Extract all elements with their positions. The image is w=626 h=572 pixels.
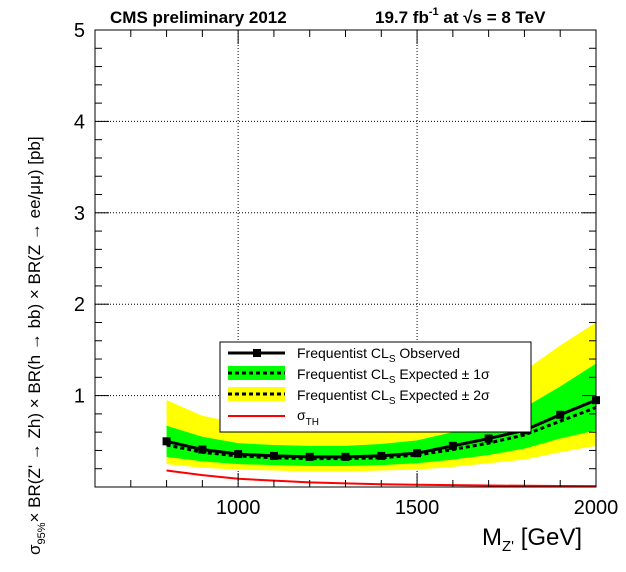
legend-2sigma-tail: Expected ± 2σ: [396, 387, 491, 403]
x-axis-title-main: M: [482, 524, 502, 551]
sqrt-s: √s: [463, 8, 482, 27]
observed-point-1900: [556, 410, 565, 419]
observed-point-1700: [484, 434, 493, 443]
lumi-at: at: [439, 8, 464, 27]
x-tick-label-2000: 2000: [574, 497, 619, 519]
y-tick-label-2: 2: [74, 294, 85, 316]
legend: Frequentist CLS Observed Frequentist CLS…: [219, 341, 532, 433]
observed-point-1400: [377, 451, 386, 460]
legend-observed-sub: S: [389, 354, 396, 365]
legend-theory-label: σTH: [297, 407, 319, 428]
y-axis-title: σ95%× BR(Z' → Zh) × BR(h → bb) × BR(Z → …: [25, 136, 48, 555]
legend-2sigma-main: Frequentist CL: [297, 387, 389, 403]
legend-1sigma-main: Frequentist CL: [297, 366, 389, 382]
y-axis-title-main: × BR(Z' → Zh) × BR(h → bb) × BR(Z → ee/μ…: [25, 136, 44, 522]
legend-observed-label: Frequentist CLS Observed: [297, 345, 460, 365]
legend-2sigma-label: Frequentist CLS Expected ± 2σ: [297, 387, 490, 407]
y-tick-label-1: 1: [74, 386, 85, 408]
legend-observed-marker: [253, 349, 261, 357]
ticks: 1000 1500 2000 1 2 3 4 5: [74, 20, 618, 519]
y-tick-label-4: 4: [74, 111, 85, 133]
legend-1sigma-sub: S: [389, 375, 396, 386]
legend-observed-tail: Observed: [396, 345, 461, 361]
lumi-exponent: -1: [429, 6, 439, 18]
observed-point-800: [162, 437, 171, 446]
energy: = 8 TeV: [482, 8, 546, 27]
legend-1sigma-tail: Expected ± 1σ: [396, 366, 491, 382]
y-axis-title-sub: 95%: [36, 522, 48, 544]
observed-point-1300: [341, 452, 350, 461]
y-axis-title-sigma: σ: [25, 544, 44, 555]
observed-point-900: [198, 445, 207, 454]
x-axis-title-sub: Z': [502, 538, 514, 555]
legend-observed-main: Frequentist CL: [297, 345, 389, 361]
x-tick-label-1000: 1000: [216, 497, 261, 519]
y-tick-label-3: 3: [74, 203, 85, 225]
y-tick-label-5: 5: [74, 20, 85, 42]
observed-point-1200: [305, 452, 314, 461]
legend-theory-main: σ: [297, 407, 306, 423]
x-axis-title-unit: [GeV]: [514, 524, 582, 551]
header-left: CMS preliminary 2012: [110, 8, 287, 27]
header-right: 19.7 fb-1 at √s = 8 TeV: [375, 6, 546, 27]
legend-theory-sub: TH: [306, 417, 319, 428]
observed-point-1600: [448, 441, 457, 450]
observed-point-1000: [234, 450, 243, 459]
legend-2sigma-sub: S: [389, 396, 396, 407]
observed-point-1500: [413, 449, 422, 458]
x-tick-label-1500: 1500: [395, 497, 440, 519]
observed-point-1100: [269, 451, 278, 460]
legend-1sigma-label: Frequentist CLS Expected ± 1σ: [297, 366, 490, 386]
x-axis-title: MZ' [GeV]: [482, 524, 582, 555]
lumi-value: 19.7 fb: [375, 8, 429, 27]
